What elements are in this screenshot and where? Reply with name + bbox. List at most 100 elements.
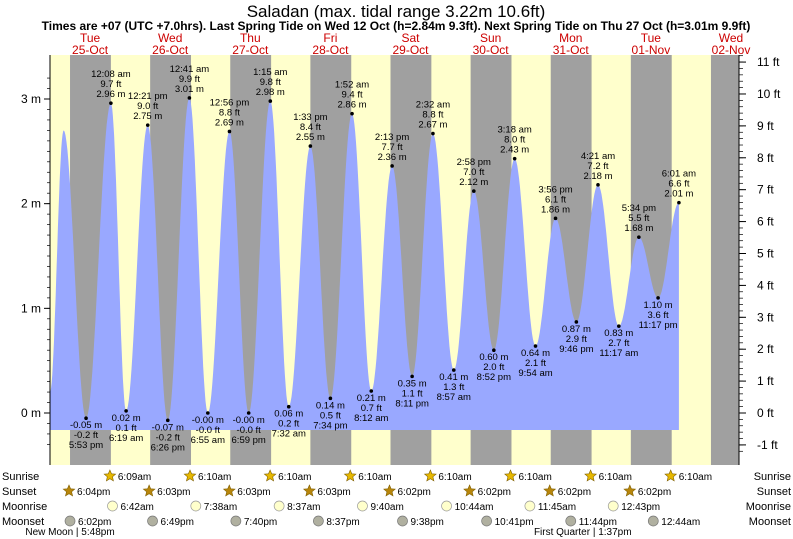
extreme-label: 3.6 ft — [648, 310, 669, 321]
day-label-dow: Sat — [402, 31, 421, 45]
extreme-point — [431, 131, 435, 136]
extreme-label: -0.05 m — [70, 420, 102, 431]
extreme-label: -0.00 m — [192, 415, 224, 426]
extreme-point — [246, 411, 251, 415]
extreme-point — [328, 396, 333, 401]
extreme-label: 8.8 ft — [422, 110, 443, 121]
sunrise-time: 6:10am — [198, 472, 231, 483]
extreme-label: 2.0 ft — [483, 362, 504, 373]
moonset-time: 6:02pm — [78, 517, 111, 528]
moonrise-icon — [273, 500, 285, 512]
extreme-label: 2.55 m — [296, 132, 325, 143]
extreme-label: 12:21 pm — [128, 91, 168, 102]
day-label-dow: Wed — [158, 31, 182, 45]
extreme-label: 2:32 am — [416, 100, 450, 111]
day-label-date: 28-Oct — [312, 43, 349, 57]
left-tick-label: 2 m — [21, 197, 41, 211]
sunset-icon — [623, 484, 637, 497]
day-label-dow: Wed — [719, 31, 743, 45]
extreme-label: 12:56 pm — [210, 97, 250, 108]
extreme-label: 0.64 m — [521, 348, 550, 359]
day-label-date: 26-Oct — [152, 43, 189, 57]
moonrise-time: 7:38am — [204, 502, 237, 513]
moonset-time: 12:44am — [661, 517, 700, 528]
sunrise-time: 6:10am — [679, 472, 712, 483]
extreme-point — [187, 96, 192, 100]
sunrise-icon — [183, 469, 197, 482]
moonset-icon — [64, 515, 76, 527]
row-label-left-moonrise: Moonrise — [2, 501, 47, 513]
moonset-icon — [565, 515, 577, 527]
extreme-label: 8.4 ft — [300, 122, 321, 133]
moonset-icon — [397, 515, 408, 527]
extreme-label: 2.7 ft — [608, 338, 629, 349]
extreme-label: 6:19 am — [109, 433, 143, 444]
extreme-point — [553, 216, 558, 221]
extreme-label: 7:34 pm — [313, 420, 347, 431]
moonset-icon — [147, 515, 158, 527]
sunrise-time: 6:10am — [358, 472, 391, 483]
moonrise-icon — [107, 500, 118, 512]
extreme-label: 6.1 ft — [545, 194, 566, 205]
sunrise-time: 6:10am — [438, 472, 471, 483]
extreme-label: 6:01 am — [662, 169, 696, 180]
extreme-label: -0.2 ft — [74, 430, 99, 441]
extreme-label: 9.0 ft — [137, 101, 158, 112]
right-tick-label: 7 ft — [757, 183, 774, 197]
extreme-label: 12:41 am — [170, 64, 210, 75]
moonrise-icon — [190, 500, 202, 512]
sunset-icon — [142, 484, 156, 497]
extreme-point — [165, 418, 170, 423]
moon-phase-label: First Quarter | 1:37pm — [534, 527, 632, 538]
left-tick-label: 0 m — [21, 406, 41, 420]
moonset-time: 10:41pm — [495, 517, 534, 528]
moonset-time: 6:49pm — [161, 517, 194, 528]
row-label-left-sunset: Sunset — [2, 486, 36, 498]
day-label-dow: Tue — [80, 31, 101, 45]
axes: 3 m 2 m 1 m 0 m 11 ft 10 ft 9 ft 8 ft 7 ft 6 ft 5 … — [21, 55, 781, 465]
extreme-label: 5:53 pm — [69, 440, 103, 451]
extreme-label: 7.0 ft — [463, 167, 484, 178]
extreme-label: 9.7 ft — [100, 79, 121, 90]
right-tick-label: 1 ft — [757, 374, 774, 388]
extreme-label: 2.86 m — [338, 100, 367, 111]
day-label-date: 29-Oct — [393, 43, 430, 57]
moonrise-time: 6:42am — [120, 502, 153, 513]
extreme-point — [268, 99, 273, 103]
extreme-point — [145, 123, 150, 127]
extreme-label: 1.10 m — [644, 300, 673, 311]
moonrise-time: 12:43pm — [621, 502, 660, 513]
extreme-label: -0.2 ft — [156, 432, 181, 443]
sunrise-time: 6:10am — [599, 472, 632, 483]
moonrise-time: 8:37am — [287, 502, 320, 513]
extreme-label: 3.01 m — [175, 84, 204, 95]
row-label-right-sunset: Sunset — [757, 486, 791, 498]
extreme-label: 7.2 ft — [587, 161, 608, 172]
extreme-label: 2.1 ft — [525, 358, 546, 369]
extreme-label: 8.8 ft — [219, 107, 240, 118]
chart-title: Saladan (max. tidal range 3.22m 10.6ft) — [247, 2, 546, 21]
extreme-point — [84, 416, 88, 421]
extreme-label: -0.07 m — [152, 422, 184, 433]
extreme-label: 1.86 m — [541, 204, 570, 215]
extreme-label: 2.98 m — [256, 87, 285, 98]
sunset-time: 6:03pm — [317, 487, 350, 498]
extreme-point — [656, 296, 660, 300]
extreme-label: 8:52 pm — [477, 372, 511, 383]
extreme-label: 1:52 am — [335, 80, 369, 91]
right-tick-label: 6 ft — [757, 215, 774, 229]
extreme-label: 0.21 m — [357, 393, 386, 404]
sunset-time: 6:02pm — [638, 487, 671, 498]
extreme-label: 2.43 m — [500, 145, 529, 156]
row-label-left-sunrise: Sunrise — [2, 471, 39, 483]
extreme-label: 3:18 am — [498, 125, 532, 136]
day-label-date: 31-Oct — [553, 43, 590, 57]
right-tick-label: 9 ft — [757, 119, 774, 133]
sunset-time: 6:02pm — [397, 487, 430, 498]
moonrise-time: 11:45am — [538, 502, 576, 513]
moonrise-icon — [607, 500, 619, 512]
moonset-time: 8:37pm — [326, 517, 359, 528]
extreme-label: 8:12 am — [354, 413, 388, 424]
